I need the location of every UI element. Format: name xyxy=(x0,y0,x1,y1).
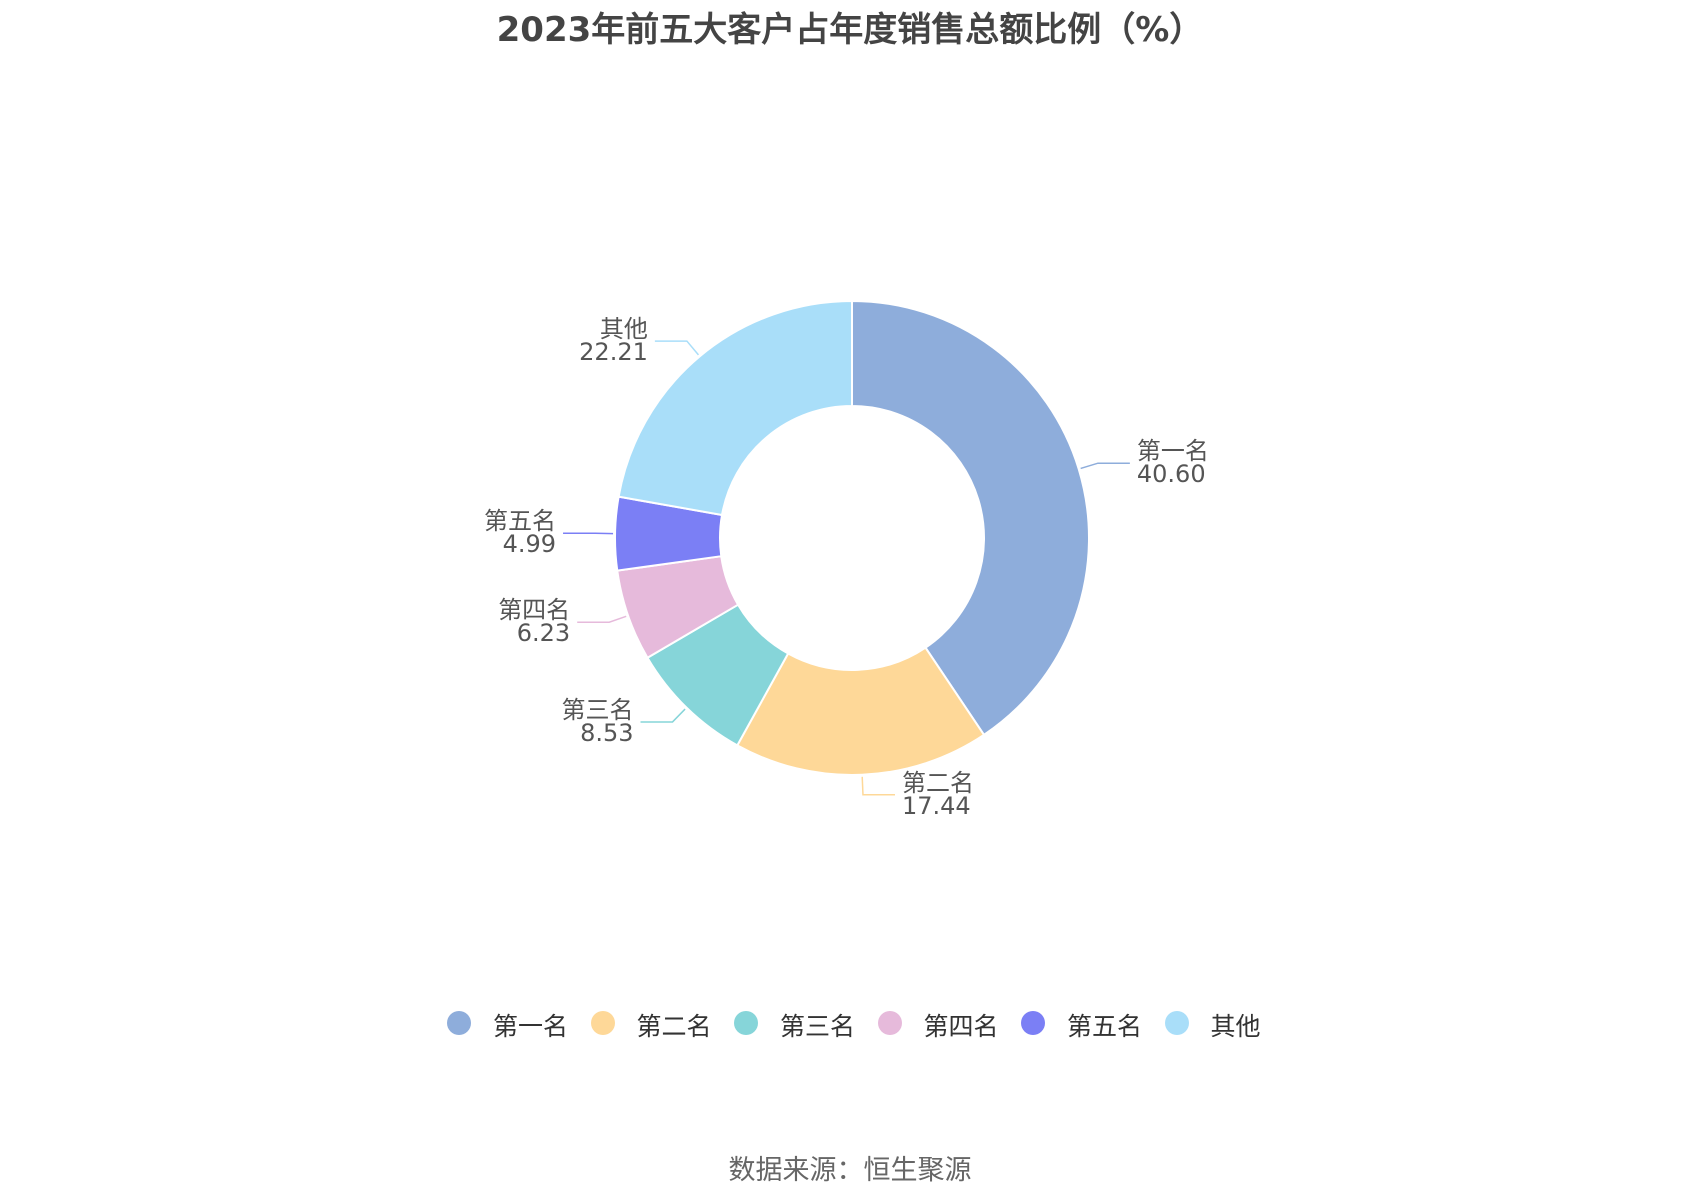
slice-value-label-3: 8.53 xyxy=(580,719,633,747)
slice-6[interactable] xyxy=(617,299,853,517)
legend-marker-icon xyxy=(1021,1011,1045,1035)
chart-title: 2023年前五大客户占年度销售总额比例（%） xyxy=(496,10,1204,50)
legend-marker-icon xyxy=(447,1011,471,1035)
legend-label: 第五名 xyxy=(1067,1012,1143,1041)
slice-name-label-5: 第五名 xyxy=(484,507,556,535)
legend-marker-icon xyxy=(1164,1011,1189,1035)
legend-label: 第一名 xyxy=(493,1012,569,1041)
leader-line-2 xyxy=(861,776,895,796)
legend-label: 其他 xyxy=(1210,1012,1261,1041)
slice-2[interactable] xyxy=(735,646,986,776)
legend-label: 第四名 xyxy=(923,1012,999,1041)
legend-marker-icon xyxy=(590,1011,615,1035)
legend-marker-icon xyxy=(734,1011,758,1035)
leader-line-3 xyxy=(640,708,686,723)
legend-label: 第二名 xyxy=(636,1012,712,1041)
slice-1[interactable] xyxy=(851,299,1090,737)
slice-value-label-2: 17.44 xyxy=(902,792,971,820)
slice-name-label-2: 第二名 xyxy=(902,769,974,797)
leader-line-1 xyxy=(1080,462,1130,470)
slice-name-label-3: 第三名 xyxy=(562,696,634,724)
legend-label: 第三名 xyxy=(780,1012,856,1041)
slice-value-label-4: 6.23 xyxy=(517,619,570,647)
data-source: 数据来源：恒生聚源 xyxy=(728,1155,972,1186)
slices-layer xyxy=(614,299,1090,776)
slice-value-label-5: 4.99 xyxy=(503,530,556,558)
slice-name-label-6: 其他 xyxy=(600,315,648,343)
slice-name-label-1: 第一名 xyxy=(1137,437,1209,465)
leader-line-6 xyxy=(654,340,700,356)
slice-value-label-6: 22.21 xyxy=(579,338,648,366)
legend: 第一名 第二名 第三名 第四名 第五名 其他 xyxy=(0,1003,1700,1043)
slice-value-label-1: 40.60 xyxy=(1137,460,1206,488)
leader-line-4 xyxy=(577,615,627,623)
slice-name-label-4: 第四名 xyxy=(498,596,570,624)
legend-marker-icon xyxy=(877,1011,902,1035)
